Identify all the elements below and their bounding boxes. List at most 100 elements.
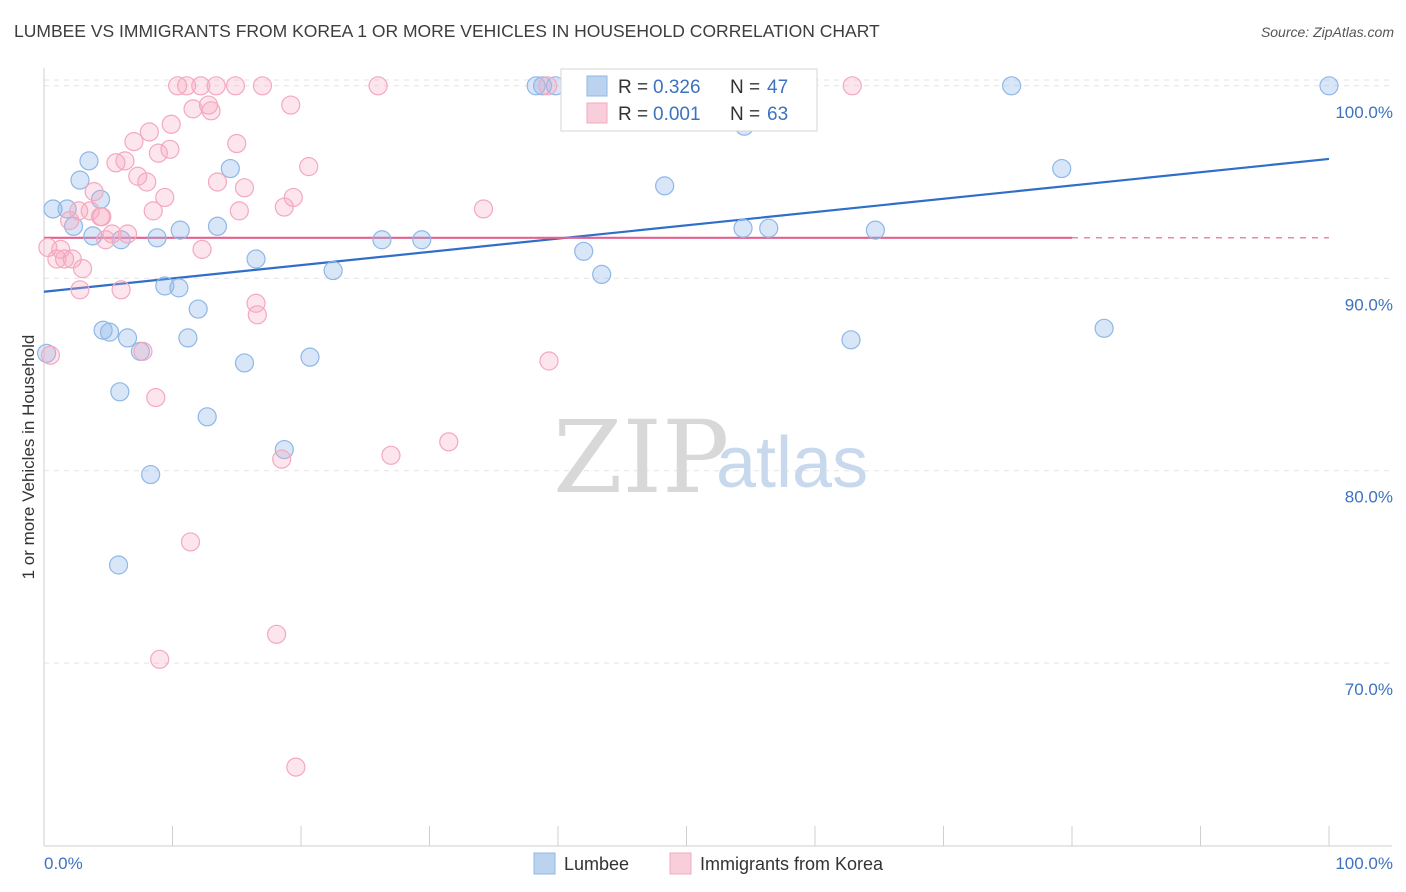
korea-point xyxy=(201,101,221,121)
korea-point xyxy=(146,387,166,408)
korea-point xyxy=(225,76,246,96)
korea-point xyxy=(69,201,89,221)
korea-point xyxy=(160,139,180,159)
lumbee-point xyxy=(841,330,861,350)
korea-point xyxy=(92,207,112,227)
legend-lumbee-label: Lumbee xyxy=(564,854,629,874)
lumbee-r-label: R = xyxy=(618,77,648,98)
korea-n-label: N = xyxy=(730,104,760,125)
korea-r-label: R = xyxy=(618,104,648,125)
korea-point xyxy=(368,76,388,96)
lumbee-point xyxy=(117,328,138,348)
lumbee-point xyxy=(79,151,99,171)
korea-point xyxy=(207,172,228,192)
korea-point xyxy=(161,114,181,134)
korea-point xyxy=(229,201,249,221)
lumbee-point xyxy=(1319,76,1339,96)
lumbee-point xyxy=(141,464,161,485)
lumbee-point xyxy=(207,216,228,236)
lumbee-trend-line xyxy=(43,157,1330,293)
korea-point xyxy=(247,305,267,325)
lumbee-point xyxy=(108,555,129,575)
korea-point xyxy=(62,249,82,269)
lumbee-point xyxy=(412,230,432,250)
korea-point xyxy=(137,172,157,192)
korea-point xyxy=(381,445,401,465)
lumbee-point xyxy=(372,230,392,250)
lumbee-point xyxy=(43,199,63,219)
korea-point xyxy=(115,151,135,171)
x-tick-label: 0.0% xyxy=(44,854,83,873)
korea-point xyxy=(286,757,306,777)
lumbee-point xyxy=(99,322,120,342)
y-tick-label: 100.0% xyxy=(1335,103,1393,122)
korea-point xyxy=(84,182,104,202)
y-tick-label: 90.0% xyxy=(1345,295,1393,314)
korea-point xyxy=(177,76,197,96)
lumbee-point xyxy=(1002,76,1022,96)
data-points xyxy=(36,76,1339,777)
korea-point xyxy=(80,201,100,221)
korea-point xyxy=(133,341,153,361)
source-label: Source: ZipAtlas.com xyxy=(1260,24,1394,40)
korea-point xyxy=(124,132,144,152)
korea-point xyxy=(439,432,459,452)
lumbee-point xyxy=(733,218,753,238)
lumbee-point xyxy=(188,299,208,319)
korea-n-value: 63 xyxy=(767,104,788,125)
lumbee-point xyxy=(574,241,594,261)
lumbee-n-label: N = xyxy=(730,77,760,98)
series-legend: Lumbee Immigrants from Korea xyxy=(533,852,884,875)
lumbee-point xyxy=(759,218,779,238)
lumbee-point xyxy=(169,278,189,298)
lumbee-point xyxy=(246,249,266,269)
stats-legend: R = 0.326 N = 47 R = 0.001 N = 63 xyxy=(560,68,818,132)
korea-point xyxy=(191,76,211,96)
lumbee-point xyxy=(83,226,103,246)
korea-point xyxy=(111,280,131,300)
korea-point xyxy=(70,280,90,300)
lumbee-point xyxy=(592,264,612,285)
korea-point xyxy=(180,532,201,552)
lumbee-point xyxy=(110,382,130,402)
lumbee-point xyxy=(526,76,546,96)
lumbee-point xyxy=(300,347,320,367)
korea-point xyxy=(155,187,175,208)
korea-point xyxy=(252,76,273,96)
trend-lines xyxy=(43,157,1330,293)
korea-point xyxy=(538,76,558,96)
lumbee-point xyxy=(155,276,175,296)
lumbee-point xyxy=(170,220,190,240)
lumbee-point xyxy=(1052,158,1072,179)
y-axis-title: 1 or more Vehicles in Household xyxy=(19,335,38,580)
korea-point xyxy=(102,224,122,244)
korea-point xyxy=(272,449,292,469)
korea-point xyxy=(299,157,319,177)
axes xyxy=(43,68,1392,847)
legend-lumbee-swatch xyxy=(533,852,556,875)
lumbee-point xyxy=(197,407,217,427)
korea-point xyxy=(72,259,93,279)
lumbee-point xyxy=(1094,318,1114,338)
korea-point xyxy=(47,249,67,269)
korea-r-value: 0.001 xyxy=(653,104,701,125)
korea-point xyxy=(266,624,287,644)
korea-point xyxy=(148,143,168,163)
korea-point xyxy=(192,239,212,259)
legend-korea-swatch xyxy=(669,852,692,875)
watermark-zip: ZIP xyxy=(553,399,729,516)
korea-point xyxy=(150,649,170,669)
chart-title: LUMBEE VS IMMIGRANTS FROM KOREA 1 OR MOR… xyxy=(14,21,880,41)
y-tick-labels: 100.0% 90.0% 80.0% 70.0% xyxy=(1335,103,1393,699)
watermark-atlas: atlas xyxy=(716,423,868,503)
korea-point xyxy=(281,95,301,115)
korea-point xyxy=(40,345,61,365)
lumbee-point xyxy=(220,158,240,179)
lumbee-r-value: 0.326 xyxy=(653,77,701,98)
lumbee-swatch xyxy=(586,75,608,97)
korea-point xyxy=(283,187,303,208)
korea-point xyxy=(842,76,862,96)
lumbee-point xyxy=(865,220,885,240)
korea-point xyxy=(54,249,75,269)
